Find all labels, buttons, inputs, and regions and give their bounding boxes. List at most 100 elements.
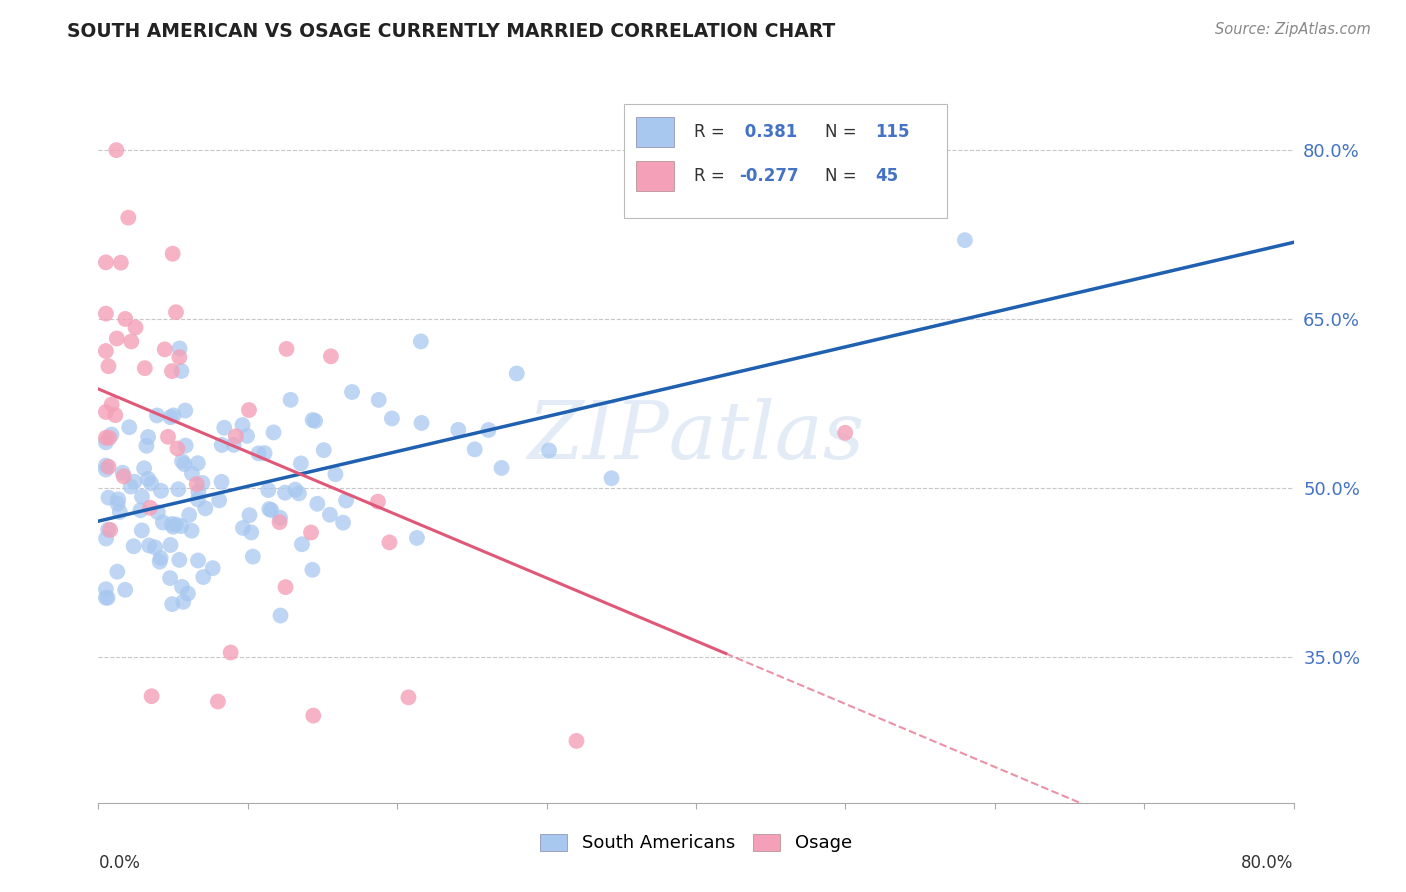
Point <box>98 431 121 445</box>
Point <box>406 531 429 545</box>
Point <box>280 392 302 407</box>
Point <box>231 417 253 432</box>
Point <box>276 342 298 356</box>
Point <box>94 431 117 445</box>
Point <box>170 364 193 378</box>
Point <box>160 516 183 531</box>
Point <box>302 708 325 723</box>
Point <box>98 523 121 537</box>
Point <box>100 397 122 411</box>
Point <box>94 582 117 597</box>
Point <box>97 491 120 505</box>
Legend: South Americans, Osage: South Americans, Osage <box>533 826 859 860</box>
Point <box>187 456 209 470</box>
Point <box>159 410 181 425</box>
Point <box>143 541 166 555</box>
Point <box>162 409 184 423</box>
Point <box>367 494 389 508</box>
Point <box>167 483 190 497</box>
Text: Source: ZipAtlas.com: Source: ZipAtlas.com <box>1215 22 1371 37</box>
Point <box>447 423 470 437</box>
Point <box>257 502 280 516</box>
Point <box>179 508 201 522</box>
Point <box>537 443 560 458</box>
Point <box>186 477 208 491</box>
Point <box>94 405 117 419</box>
Point <box>97 459 120 474</box>
Point <box>169 350 191 364</box>
Text: R =: R = <box>693 123 730 141</box>
Point <box>139 500 162 515</box>
Point <box>162 520 184 534</box>
Point <box>367 392 389 407</box>
Point <box>165 517 187 532</box>
Point <box>260 503 283 517</box>
Point <box>274 485 297 500</box>
Point <box>134 361 156 376</box>
Point <box>107 497 129 511</box>
Point <box>193 570 215 584</box>
Point <box>118 420 141 434</box>
Point <box>169 553 191 567</box>
Point <box>409 334 432 349</box>
Point <box>146 505 169 519</box>
Point <box>120 334 142 349</box>
Point <box>284 483 307 497</box>
Point <box>307 497 329 511</box>
Point <box>335 493 357 508</box>
Point <box>131 524 153 538</box>
Point <box>159 571 181 585</box>
Point <box>94 462 117 476</box>
Point <box>166 442 188 456</box>
Point <box>136 472 159 486</box>
Point <box>212 421 235 435</box>
Point <box>131 490 153 504</box>
Point <box>97 523 120 537</box>
Point <box>207 694 229 708</box>
Point <box>174 403 197 417</box>
Point <box>141 690 163 704</box>
Point <box>301 413 323 427</box>
Point <box>211 438 233 452</box>
Point <box>340 384 363 399</box>
Point <box>150 483 173 498</box>
Point <box>180 467 202 481</box>
Point <box>211 475 233 489</box>
Point <box>156 430 179 444</box>
Point <box>398 690 420 705</box>
Point <box>464 442 486 457</box>
Point <box>191 475 214 490</box>
Point <box>263 425 285 440</box>
Point <box>124 475 146 489</box>
Point <box>319 349 342 363</box>
Point <box>104 408 127 422</box>
Point <box>187 485 209 500</box>
Point <box>94 307 117 321</box>
Point <box>170 454 193 468</box>
Point <box>120 479 142 493</box>
Point <box>153 343 176 357</box>
Point <box>149 555 172 569</box>
Point <box>238 403 260 417</box>
Point <box>194 501 217 516</box>
Point <box>141 476 163 491</box>
Point <box>97 359 120 374</box>
Point <box>304 414 326 428</box>
FancyBboxPatch shape <box>637 117 675 147</box>
Point <box>600 471 623 485</box>
Point <box>232 521 254 535</box>
Point <box>187 492 209 507</box>
Point <box>299 525 322 540</box>
Point <box>105 143 128 157</box>
Text: 80.0%: 80.0% <box>1241 854 1294 872</box>
Point <box>149 551 172 566</box>
Point <box>208 493 231 508</box>
Point <box>180 524 202 538</box>
Point <box>187 553 209 567</box>
Point <box>170 580 193 594</box>
Point <box>162 246 184 260</box>
Point <box>238 508 260 523</box>
Point <box>172 595 194 609</box>
Point <box>953 233 976 247</box>
Point <box>253 446 276 460</box>
